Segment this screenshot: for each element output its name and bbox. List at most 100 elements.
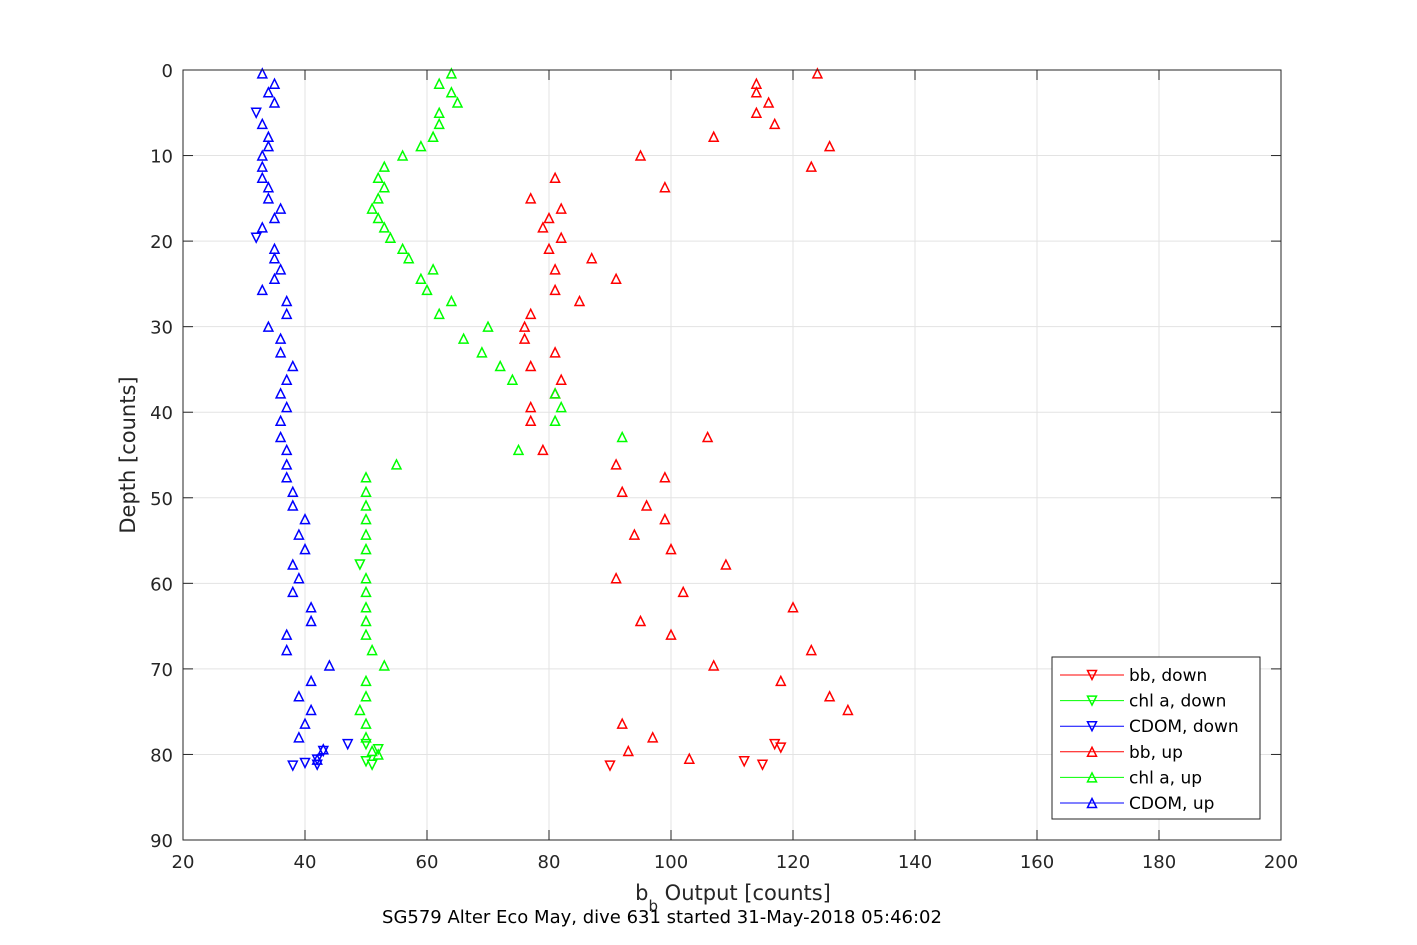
data-point bbox=[293, 572, 305, 584]
data-point bbox=[494, 359, 506, 372]
legend-item: chl a, down bbox=[1060, 692, 1226, 712]
data-point bbox=[360, 738, 372, 751]
data-point bbox=[665, 542, 677, 555]
data-point bbox=[396, 242, 409, 255]
data-point bbox=[433, 117, 445, 130]
data-point bbox=[720, 558, 732, 570]
data-point bbox=[280, 628, 293, 640]
data-point bbox=[274, 346, 287, 358]
data-point bbox=[293, 690, 305, 702]
data-point bbox=[415, 272, 427, 285]
legend-label: bb, up bbox=[1129, 743, 1183, 763]
y-tick-label: 80 bbox=[150, 745, 173, 766]
x-axis-label: bb Output [counts] bbox=[635, 881, 831, 915]
data-point bbox=[360, 485, 372, 498]
data-point bbox=[372, 748, 384, 760]
data-point bbox=[280, 458, 293, 470]
data-point bbox=[610, 458, 622, 470]
data-point bbox=[634, 614, 647, 627]
data-series bbox=[250, 67, 854, 772]
data-point bbox=[549, 387, 561, 399]
data-point bbox=[433, 77, 445, 89]
data-point bbox=[323, 659, 336, 671]
data-point bbox=[360, 717, 372, 729]
data-point bbox=[750, 106, 763, 119]
data-point bbox=[396, 149, 409, 161]
data-point bbox=[268, 211, 281, 224]
data-point bbox=[256, 67, 269, 79]
legend-label: chl a, up bbox=[1129, 768, 1202, 788]
y-tick-label: 90 bbox=[150, 831, 173, 852]
legend-item: bb, down bbox=[1060, 666, 1207, 686]
data-point bbox=[707, 130, 720, 142]
data-point bbox=[445, 294, 458, 307]
data-point bbox=[360, 528, 372, 540]
x-tick-label: 40 bbox=[294, 852, 317, 873]
data-point bbox=[616, 485, 628, 498]
y-tick-label: 60 bbox=[150, 574, 173, 595]
legend-marker bbox=[1086, 669, 1098, 682]
data-point bbox=[268, 77, 281, 89]
data-point bbox=[524, 359, 537, 372]
data-point bbox=[433, 106, 445, 119]
data-point bbox=[823, 690, 836, 702]
legend-item: CDOM, up bbox=[1060, 794, 1214, 814]
data-point bbox=[280, 443, 293, 456]
x-tick-label: 140 bbox=[898, 852, 932, 873]
data-point bbox=[372, 211, 384, 224]
data-point bbox=[787, 601, 799, 613]
y-tick-label: 10 bbox=[150, 147, 173, 168]
data-point bbox=[250, 232, 262, 244]
data-point bbox=[476, 346, 488, 358]
y-tick-label: 70 bbox=[150, 660, 173, 681]
legend-item: chl a, up bbox=[1060, 768, 1202, 788]
x-tick-label: 20 bbox=[172, 852, 195, 873]
data-point bbox=[549, 283, 561, 296]
data-point bbox=[628, 528, 641, 540]
data-point bbox=[287, 499, 299, 511]
data-point bbox=[537, 221, 549, 233]
data-point bbox=[360, 542, 372, 555]
data-point bbox=[549, 346, 561, 358]
data-point bbox=[280, 373, 293, 385]
data-point bbox=[299, 542, 311, 555]
y-tick-label: 30 bbox=[150, 318, 173, 339]
data-point bbox=[280, 400, 293, 413]
data-point bbox=[280, 294, 293, 307]
data-point bbox=[421, 283, 433, 296]
data-point bbox=[707, 659, 720, 671]
y-tick-label: 40 bbox=[150, 403, 173, 424]
data-point bbox=[366, 744, 378, 757]
data-point bbox=[604, 760, 616, 772]
data-point bbox=[640, 499, 653, 511]
legend-marker bbox=[1086, 745, 1098, 758]
data-point bbox=[317, 745, 330, 758]
legend-marker bbox=[1086, 796, 1098, 809]
data-point bbox=[616, 430, 628, 443]
x-tick-label: 180 bbox=[1142, 852, 1176, 873]
data-point bbox=[378, 221, 391, 233]
legend-label: chl a, down bbox=[1129, 692, 1226, 712]
data-point bbox=[775, 742, 787, 754]
data-point bbox=[305, 601, 317, 613]
data-point bbox=[262, 181, 275, 193]
data-point bbox=[518, 332, 531, 344]
y-tick-label: 50 bbox=[150, 489, 173, 510]
data-point bbox=[555, 373, 567, 385]
data-point bbox=[445, 86, 458, 98]
data-point bbox=[622, 744, 635, 757]
data-point bbox=[372, 744, 384, 756]
data-point bbox=[610, 272, 622, 285]
data-point bbox=[659, 471, 671, 483]
data-point bbox=[360, 499, 372, 511]
data-point bbox=[256, 171, 269, 184]
data-point bbox=[378, 160, 391, 172]
legend-label: CDOM, up bbox=[1129, 794, 1214, 814]
data-point bbox=[585, 252, 598, 264]
data-point bbox=[543, 211, 555, 224]
x-tick-label: 120 bbox=[776, 852, 810, 873]
data-point bbox=[378, 659, 391, 671]
data-point bbox=[287, 558, 299, 570]
data-point bbox=[378, 181, 391, 193]
